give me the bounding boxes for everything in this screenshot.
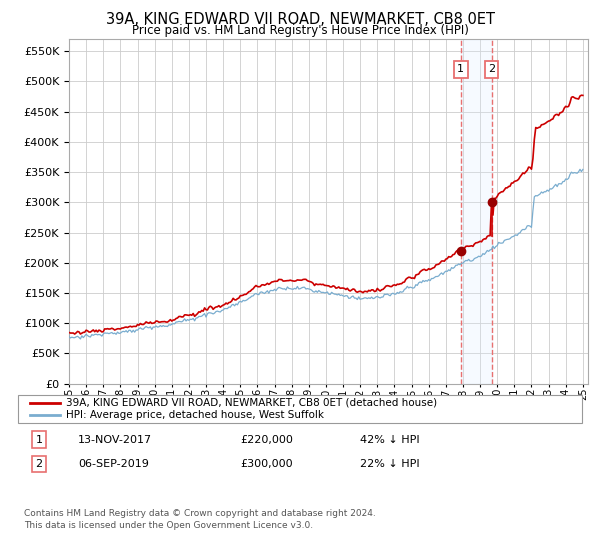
Text: 1: 1: [457, 64, 464, 74]
Text: Contains HM Land Registry data © Crown copyright and database right 2024.
This d: Contains HM Land Registry data © Crown c…: [24, 509, 376, 530]
Text: 42% ↓ HPI: 42% ↓ HPI: [360, 435, 419, 445]
Text: 39A, KING EDWARD VII ROAD, NEWMARKET, CB8 0ET (detached house): 39A, KING EDWARD VII ROAD, NEWMARKET, CB…: [66, 398, 437, 408]
Text: 2: 2: [488, 64, 495, 74]
Text: 1: 1: [35, 435, 43, 445]
Bar: [461, 39, 491, 384]
Text: Price paid vs. HM Land Registry's House Price Index (HPI): Price paid vs. HM Land Registry's House …: [131, 24, 469, 36]
Text: £220,000: £220,000: [240, 435, 293, 445]
Text: £300,000: £300,000: [240, 459, 293, 469]
Text: 22% ↓ HPI: 22% ↓ HPI: [360, 459, 419, 469]
Text: 39A, KING EDWARD VII ROAD, NEWMARKET, CB8 0ET: 39A, KING EDWARD VII ROAD, NEWMARKET, CB…: [106, 12, 494, 27]
Text: 2: 2: [35, 459, 43, 469]
Text: 06-SEP-2019: 06-SEP-2019: [78, 459, 149, 469]
Text: 13-NOV-2017: 13-NOV-2017: [78, 435, 152, 445]
Text: HPI: Average price, detached house, West Suffolk: HPI: Average price, detached house, West…: [66, 410, 324, 420]
